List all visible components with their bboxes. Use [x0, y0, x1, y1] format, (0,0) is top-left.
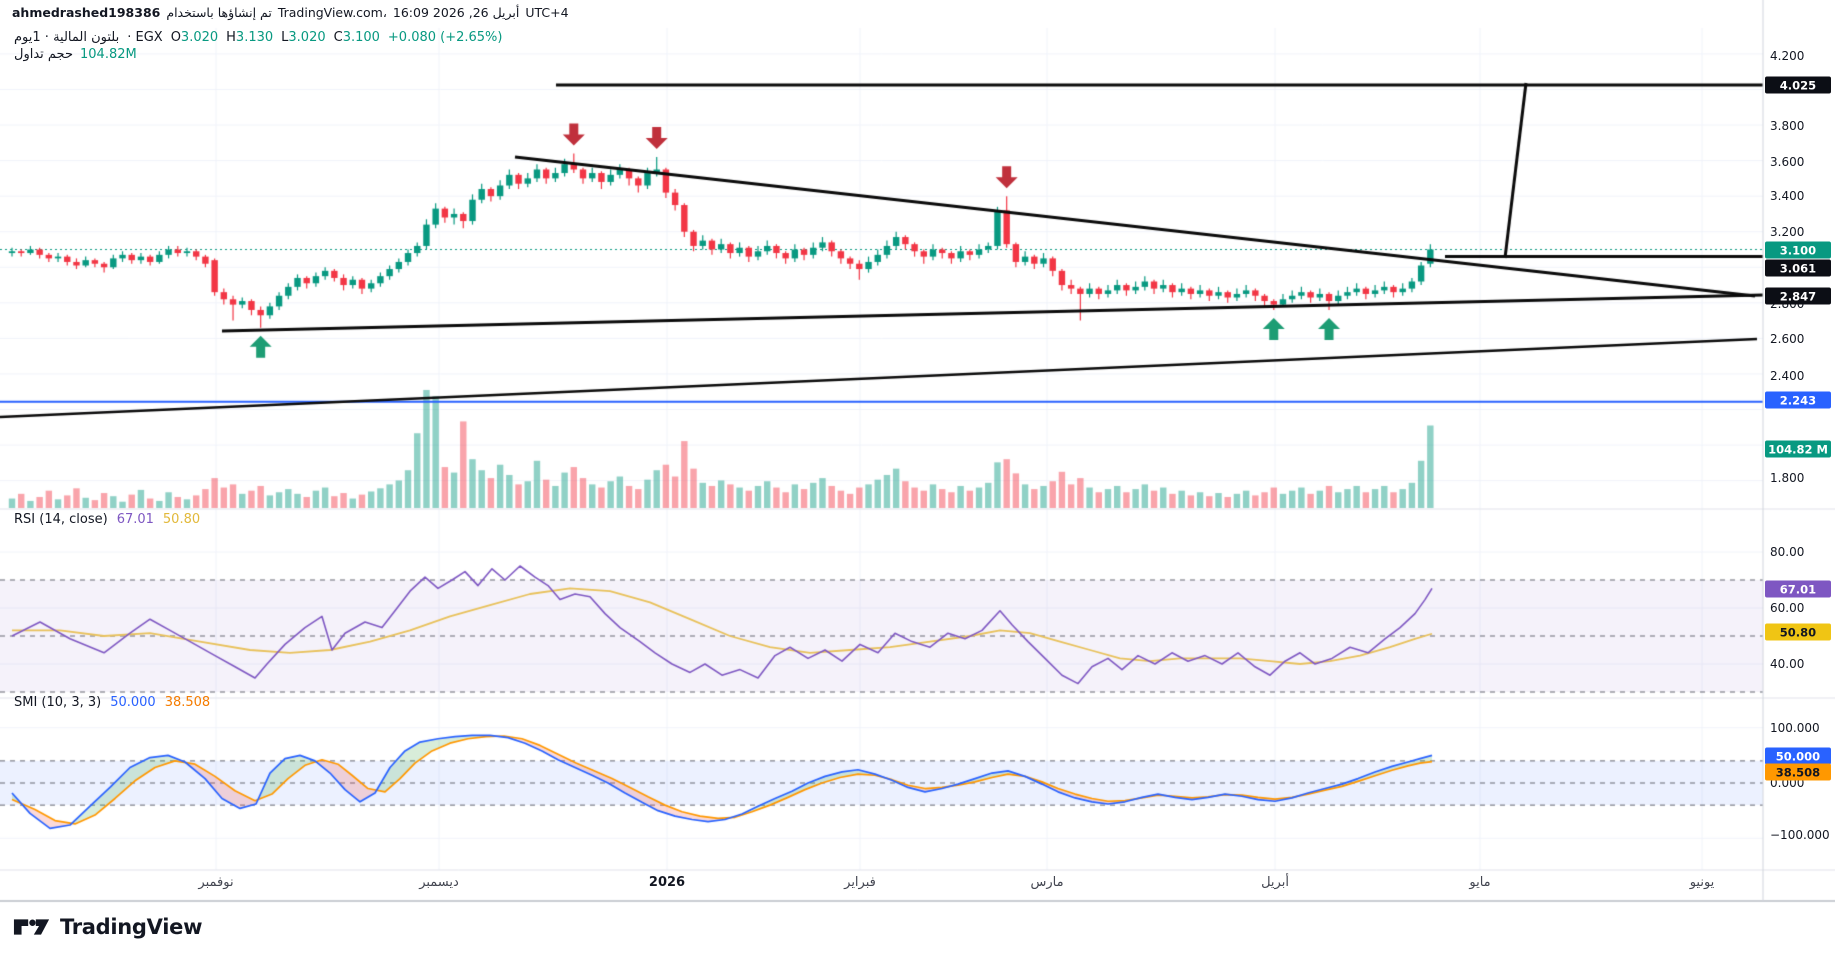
rsi-ma-value: 50.80 [162, 512, 201, 527]
symbol-legend: بلتون المالية · 1يوم · EGX O3.020 H3.130… [14, 30, 502, 45]
time-axis-label: فبراير [844, 875, 876, 890]
close-readout: C3.100 [333, 30, 380, 45]
time-axis-label: أبريل [1261, 875, 1289, 890]
symbol-title[interactable]: بلتون المالية · 1يوم [14, 30, 120, 45]
price-badge: 50.80 [1765, 623, 1831, 641]
volume-legend: حجم تداول 104.82M [14, 47, 137, 62]
open-readout: O3.020 [170, 30, 219, 45]
price-badge: 2.847 [1765, 287, 1831, 305]
axis-label: 4.200 [1770, 49, 1805, 63]
smi-legend: SMI (10, 3, 3) 50.000 38.508 [14, 695, 210, 710]
axis-label: 3.600 [1770, 155, 1805, 169]
time-axis-label: 2026 [648, 875, 686, 890]
axis-label: 3.400 [1770, 189, 1805, 203]
axis-label: 80.00 [1770, 545, 1805, 559]
rsi-name[interactable]: RSI (14, close) [14, 512, 108, 527]
price-badge: 50.000 [1765, 747, 1831, 765]
price-badge: 2.243 [1765, 391, 1831, 409]
price-badge: 67.01 [1765, 580, 1831, 598]
smi-signal-value: 38.508 [164, 695, 211, 710]
axis-label: 2.400 [1770, 369, 1805, 383]
tradingview-glyph-icon [13, 919, 50, 935]
rsi-legend: RSI (14, close) 67.01 50.80 [14, 512, 200, 527]
utc-offset: UTC+4 [525, 5, 569, 20]
price-badge: 3.100 [1765, 241, 1831, 259]
rsi-value: 67.01 [116, 512, 154, 527]
exchange-label: · EGX [127, 30, 163, 45]
made-with-text: تم إنشاؤها باستخدام [166, 5, 272, 20]
axis-label: 40.00 [1770, 657, 1805, 671]
tradingview-logo-text: TradingView [60, 915, 203, 939]
axis-label: 3.200 [1770, 225, 1805, 239]
time-axis-label: مارس [1030, 875, 1064, 890]
snapshot-header: ahmedrashed198386 تم إنشاؤها باستخدام Tr… [12, 5, 569, 20]
price-badge: 4.025 [1765, 76, 1831, 94]
axis-label: 1.800 [1770, 471, 1805, 485]
time-axis-label: يونيو [1689, 875, 1715, 890]
price-badge: 104.82 M [1765, 440, 1831, 458]
low-readout: L3.020 [281, 30, 326, 45]
time-axis-label: مايو [1469, 875, 1491, 890]
axis-label: 3.800 [1770, 119, 1805, 133]
smi-value: 50.000 [110, 695, 156, 710]
high-readout: H3.130 [226, 30, 274, 45]
axis-label: 100.000 [1770, 721, 1820, 735]
tradingview-logo[interactable]: TradingView [13, 915, 202, 939]
volume-label: حجم تداول [14, 47, 73, 62]
price-badge: 3.061 [1765, 259, 1831, 277]
change-readout: +0.080 (+2.65%) [387, 30, 503, 45]
snapshot-datetime: أبريل 26, 2026 16:09 [392, 5, 520, 20]
axis-label: 2.600 [1770, 332, 1805, 346]
site-link[interactable]: TradingView.com، [277, 5, 387, 20]
axis-label: 60.00 [1770, 601, 1805, 615]
price-badge: 38.508 [1765, 763, 1831, 781]
smi-name[interactable]: SMI (10, 3, 3) [14, 695, 102, 710]
time-axis-label: نوفمبر [198, 875, 234, 890]
time-axis-label: ديسمبر [419, 875, 459, 890]
volume-value: 104.82M [80, 47, 137, 62]
username: ahmedrashed198386 [12, 5, 161, 20]
axis-label: −100.000 [1770, 828, 1830, 842]
